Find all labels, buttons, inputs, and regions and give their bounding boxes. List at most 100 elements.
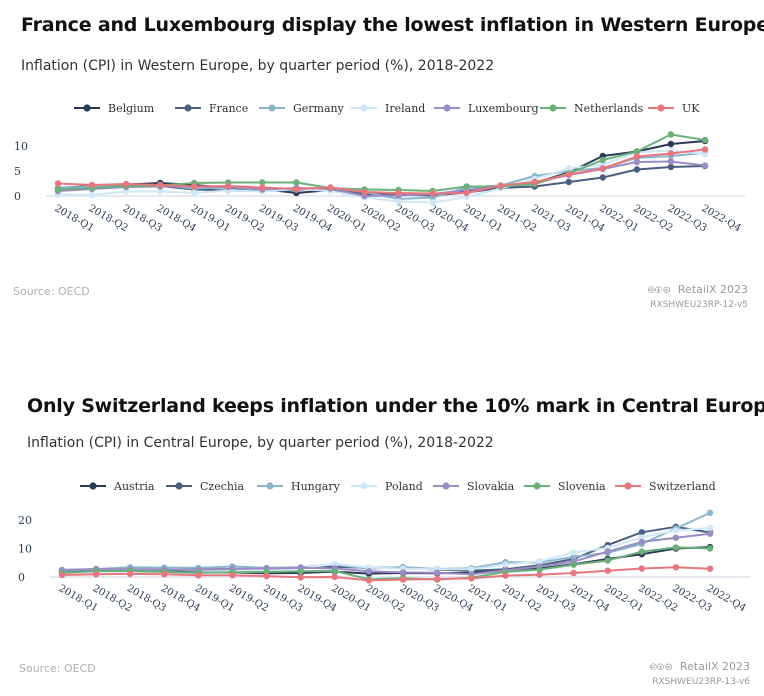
data-point-slovenia (706, 545, 714, 552)
series-line-poland (61, 527, 711, 575)
data-point-luxembourg (633, 158, 641, 166)
series-line-slovakia (61, 532, 711, 576)
y-tick-label: 0 (14, 190, 21, 203)
data-point-switzerland (468, 575, 475, 582)
series-line-switzerland (61, 566, 711, 582)
legend-item-ireland: Ireland (351, 102, 425, 115)
data-point-netherlands (463, 183, 470, 190)
data-point-netherlands (701, 136, 709, 144)
legend-swatch-marker (175, 482, 183, 490)
legend-item-uk: UK (648, 102, 700, 115)
data-point-czechia (638, 529, 645, 536)
cc-license-icon: 🅭🅯⊜ (650, 662, 674, 673)
data-point-uk (259, 184, 266, 191)
data-point-uk (599, 165, 606, 172)
legend-label: Poland (385, 480, 423, 493)
data-point-switzerland (161, 571, 168, 578)
chart-1-source: Source: OECD (13, 285, 90, 298)
legend-item-hungary: Hungary (257, 480, 341, 493)
data-point-netherlands (667, 131, 675, 138)
legend-label: Czechia (200, 480, 244, 493)
data-point-switzerland (399, 576, 407, 583)
data-point-switzerland (297, 574, 304, 581)
data-point-netherlands (599, 156, 606, 164)
legend-swatch-marker (184, 104, 192, 112)
data-point-poland (502, 561, 509, 568)
legend-swatch-marker (360, 482, 368, 490)
data-point-slovenia (638, 548, 645, 555)
legend-swatch-marker (266, 482, 274, 490)
data-point-luxembourg (667, 158, 675, 165)
data-point-switzerland (58, 571, 66, 579)
data-point-poland (570, 549, 577, 556)
data-point-france (633, 166, 641, 173)
data-point-uk (463, 189, 470, 197)
series-line-slovenia (61, 546, 711, 581)
legend-item-czechia: Czechia (166, 480, 244, 493)
data-point-poland (672, 527, 680, 534)
data-point-slovakia (672, 534, 680, 541)
data-point-uk (531, 178, 538, 186)
data-point-switzerland (263, 572, 270, 580)
data-point-ireland (122, 188, 130, 195)
legend-swatch-marker (443, 104, 451, 112)
legend-item-france: France (175, 102, 248, 115)
legend-swatch-marker (549, 104, 557, 112)
data-point-switzerland (672, 564, 680, 571)
data-point-ireland (88, 191, 96, 199)
data-point-poland (706, 524, 714, 532)
data-point-switzerland (502, 572, 509, 579)
series-line-ireland (57, 149, 706, 204)
legend-item-germany: Germany (259, 102, 345, 115)
x-tick-label: 2022-Q4 (700, 203, 743, 234)
y-tick-label: 0 (18, 571, 25, 584)
data-point-france (565, 178, 572, 186)
data-point-belgium (667, 140, 675, 148)
data-point-netherlands (54, 186, 62, 193)
data-point-slovakia (638, 538, 645, 546)
data-point-uk (225, 182, 232, 190)
legend-label: Switzerland (649, 480, 716, 493)
series-line-hungary (61, 511, 711, 572)
legend-item-switzerland: Switzerland (615, 480, 716, 493)
data-point-slovakia (365, 568, 373, 575)
data-point-switzerland (92, 571, 100, 578)
data-point-slovakia (434, 569, 441, 576)
data-point-uk (88, 181, 96, 189)
data-point-uk (395, 189, 402, 197)
data-point-ireland (565, 165, 572, 172)
chart-1-plot: Belgium France Germany Ireland Luxembourg Net… (14, 102, 745, 234)
chart-1-brand-text: RetailX 2023 (677, 283, 748, 296)
data-point-slovenia (672, 544, 680, 551)
data-point-uk (327, 184, 334, 191)
data-point-slovenia (297, 568, 304, 575)
data-point-france (599, 174, 606, 181)
data-point-ireland (429, 199, 436, 206)
legend-label: Netherlands (574, 102, 644, 115)
data-point-netherlands (633, 148, 641, 155)
chart-1-title: France and Luxembourg display the lowest… (21, 14, 764, 36)
legend-item-netherlands: Netherlands (540, 102, 644, 115)
legend-label: Hungary (291, 480, 341, 493)
data-point-hungary (706, 509, 714, 517)
chart-2-subtitle: Inflation (CPI) in Central Europe, by qu… (27, 435, 494, 451)
legend-item-austria: Austria (80, 480, 155, 493)
data-point-france (667, 163, 675, 171)
x-tick-label: 2022-Q4 (705, 583, 748, 614)
chart-2-brand-text: RetailX 2023 (679, 660, 750, 673)
data-point-poland (638, 534, 645, 541)
data-point-switzerland (331, 573, 338, 581)
legend-swatch-marker (89, 482, 97, 490)
legend-label: Slovakia (467, 480, 515, 493)
data-point-netherlands (259, 179, 266, 186)
data-point-switzerland (434, 575, 441, 583)
chart-2-plot: Austria Czechia Hungary Poland Slovakia Slove… (18, 480, 750, 614)
data-point-ireland (191, 189, 198, 197)
data-point-switzerland (570, 569, 577, 577)
legend-label: France (209, 102, 248, 115)
data-point-switzerland (229, 572, 236, 579)
data-point-poland (536, 558, 543, 565)
data-point-switzerland (638, 565, 645, 572)
data-point-luxembourg (701, 162, 709, 169)
data-point-slovakia (604, 548, 611, 555)
